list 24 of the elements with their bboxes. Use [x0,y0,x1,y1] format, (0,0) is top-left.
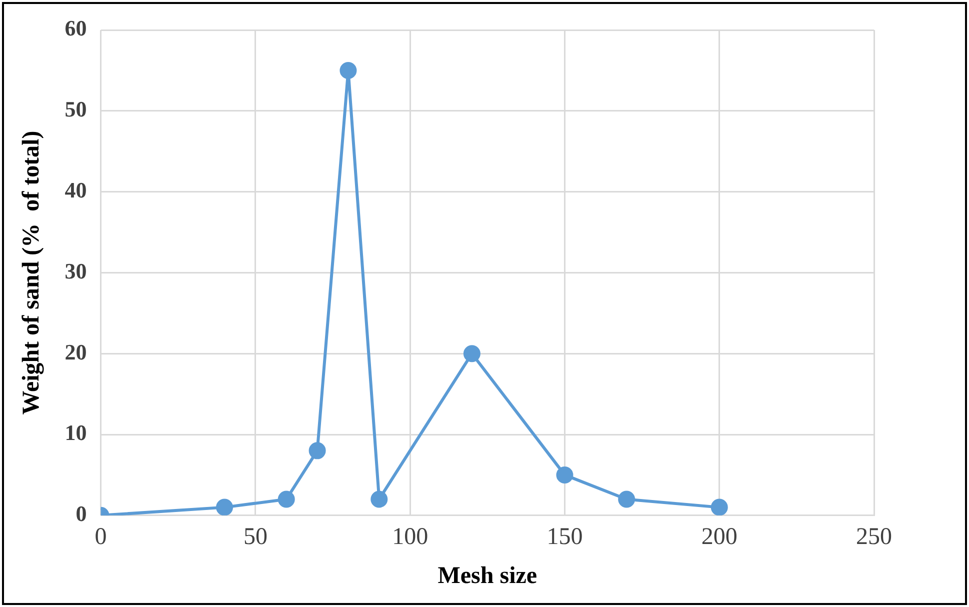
x-tick-label: 100 [392,524,428,550]
point [308,442,326,460]
x-tick-label: 0 [94,524,107,550]
x-tick-label: 150 [546,524,583,550]
point [463,345,480,362]
point [216,498,234,516]
point [710,498,728,516]
x-tick-label: 200 [701,524,738,550]
y-tick-label: 0 [76,501,87,526]
point [370,490,388,508]
point [340,62,357,79]
y-tick-label: 20 [64,339,87,364]
point [278,490,295,508]
x-axis-title: Mesh size [438,562,538,589]
y-tick-label: 10 [64,420,87,446]
x-tick-label: 50 [243,524,268,550]
point [556,466,574,484]
y-tick-label: 40 [64,177,87,202]
y-tick-label: 60 [64,16,87,41]
y-tick-label: 50 [64,96,87,122]
y-axis-title: Weight of sand (% of total) [18,130,45,415]
x-tick-label: 250 [856,524,892,550]
y-tick-label: 30 [64,258,87,284]
point [618,490,636,508]
